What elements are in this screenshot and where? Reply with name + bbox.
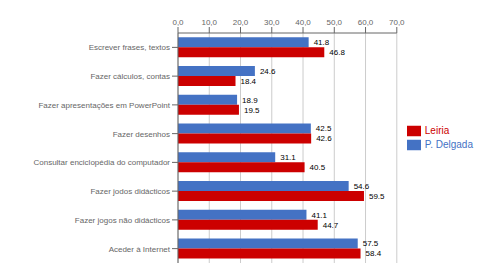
svg-text:41.1: 41.1 [311, 211, 327, 220]
svg-text:59.5: 59.5 [369, 192, 385, 201]
svg-text:42.6: 42.6 [316, 134, 332, 143]
svg-text:20,0: 20,0 [233, 18, 249, 27]
svg-text:70,0: 70,0 [389, 18, 405, 27]
svg-text:18.4: 18.4 [241, 77, 257, 86]
svg-text:Fazer jogos não didácticos: Fazer jogos não didácticos [75, 216, 170, 225]
svg-text:46.8: 46.8 [329, 48, 345, 57]
svg-text:44.7: 44.7 [323, 221, 339, 230]
svg-text:18.9: 18.9 [242, 96, 258, 105]
svg-text:54.6: 54.6 [354, 182, 370, 191]
svg-text:42.5: 42.5 [316, 124, 332, 133]
svg-text:Fazer apresentações em PowerPo: Fazer apresentações em PowerPoint [38, 101, 170, 110]
svg-text:41.8: 41.8 [314, 38, 330, 47]
svg-text:31.1: 31.1 [280, 153, 296, 162]
svg-text:60,0: 60,0 [358, 18, 374, 27]
svg-text:Aceder à Internet: Aceder à Internet [109, 245, 171, 254]
svg-text:Consultar enciclopédia do comp: Consultar enciclopédia do computador [33, 158, 170, 167]
svg-text:Escrever frases, textos: Escrever frases, textos [89, 43, 170, 52]
svg-text:Fazer jodos didácticos: Fazer jodos didácticos [90, 187, 170, 196]
svg-text:40.5: 40.5 [310, 163, 326, 172]
svg-text:57.5: 57.5 [363, 239, 379, 248]
html-text:Leiria: Leiria [424, 124, 450, 136]
svg-text:Fazer cálculos, contas: Fazer cálculos, contas [90, 72, 170, 81]
svg-text:Fazer desenhos: Fazer desenhos [113, 130, 170, 139]
svg-text:50,0: 50,0 [326, 18, 342, 27]
svg-text:24.6: 24.6 [260, 67, 276, 76]
svg-text:10,0: 10,0 [201, 18, 217, 27]
html-text:P. Delgada: P. Delgada [424, 138, 473, 150]
svg-text:40,0: 40,0 [295, 18, 311, 27]
svg-text:30,0: 30,0 [264, 18, 280, 27]
svg-text:19.5: 19.5 [244, 106, 260, 115]
svg-text:0,0: 0,0 [172, 18, 184, 27]
svg-text:58.4: 58.4 [366, 249, 382, 258]
